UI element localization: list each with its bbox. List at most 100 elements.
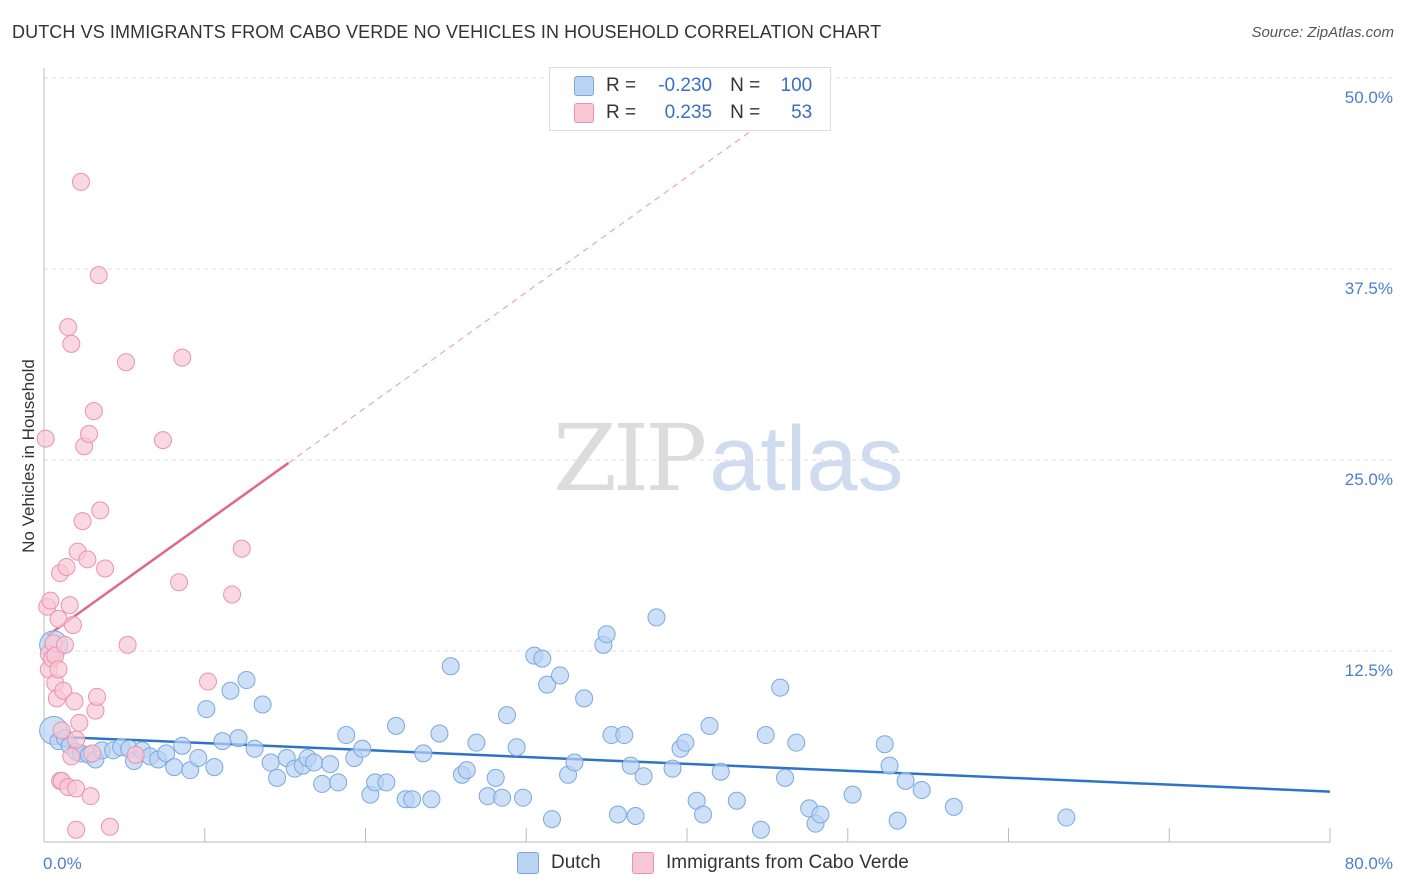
y-tick-label: 50.0% bbox=[1345, 88, 1393, 107]
dutch-point bbox=[353, 739, 372, 758]
dutch-point bbox=[615, 726, 634, 745]
dutch-point bbox=[565, 753, 584, 772]
dutch-point bbox=[229, 729, 248, 748]
legend-n-value: 53 bbox=[791, 102, 813, 123]
cabo-verde-legend-label: Immigrants from Cabo Verde bbox=[666, 852, 909, 873]
watermark-zip: ZIP bbox=[553, 405, 707, 512]
dutch-point bbox=[787, 733, 806, 752]
dutch-point bbox=[377, 773, 396, 792]
dutch-point bbox=[771, 678, 790, 697]
dutch-point bbox=[756, 726, 775, 745]
dutch-point bbox=[237, 671, 256, 690]
cabo-verde-point bbox=[100, 817, 119, 836]
cabo-verde-point bbox=[71, 172, 90, 191]
cabo-verde-legend-swatch bbox=[632, 852, 654, 874]
cabo-verde-point bbox=[88, 687, 107, 706]
dutch-point bbox=[621, 756, 640, 775]
dutch-point bbox=[843, 785, 862, 804]
cabo-verde-point bbox=[223, 585, 242, 604]
legend-item-dutch[interactable]: Dutch bbox=[517, 852, 601, 874]
cabo-verde-point bbox=[118, 635, 137, 654]
dutch-point bbox=[493, 788, 512, 807]
dutch-point bbox=[711, 762, 730, 781]
legend-row-dutch: R = -0.230 N = 100 bbox=[550, 73, 812, 99]
cabo-verde-point bbox=[41, 591, 60, 610]
cabo-verde-point bbox=[83, 744, 102, 763]
dutch-point bbox=[173, 736, 192, 755]
series-legend: Dutch Immigrants from Cabo Verde bbox=[0, 852, 1406, 878]
dutch-point bbox=[575, 689, 594, 708]
legend-n-label: N = bbox=[730, 102, 761, 123]
cabo-verde-point bbox=[70, 713, 89, 732]
dutch-point bbox=[676, 733, 695, 752]
cabo-verde-point bbox=[81, 787, 100, 806]
dutch-point bbox=[700, 716, 719, 735]
cabo-verde-trend-line bbox=[46, 462, 290, 637]
dutch-trend-line bbox=[51, 735, 1331, 793]
dutch-point bbox=[221, 681, 240, 700]
dutch-point bbox=[912, 781, 931, 800]
dutch-point bbox=[268, 768, 287, 787]
dutch-point bbox=[811, 805, 830, 824]
dutch-point bbox=[189, 748, 208, 767]
dutch-point bbox=[387, 716, 406, 735]
dutch-point bbox=[542, 810, 561, 829]
cabo-verde-point bbox=[173, 348, 192, 367]
dutch-point bbox=[261, 753, 280, 772]
tick-labels: 12.5% 25.0% 37.5% 50.0% 0.0% 80.0% bbox=[43, 88, 1393, 873]
legend-r-value: -0.230 bbox=[658, 75, 713, 96]
legend-n-label: N = bbox=[730, 75, 761, 96]
cabo-verde-point bbox=[67, 730, 86, 749]
cabo-verde-point bbox=[198, 672, 217, 691]
axes bbox=[43, 68, 1331, 843]
cabo-verde-point bbox=[153, 431, 172, 450]
cabo-verde-point bbox=[91, 501, 110, 520]
cabo-verde-point bbox=[80, 425, 99, 444]
stats-legend: R = -0.230 N = 100 R = 0.235 N = 53 bbox=[549, 67, 831, 131]
cabo-verde-point bbox=[57, 557, 76, 576]
legend-row-cabo-verde: R = 0.235 N = 53 bbox=[550, 100, 812, 126]
cabo-verde-point bbox=[62, 747, 81, 766]
dutch-point bbox=[157, 744, 176, 763]
dutch-point bbox=[551, 666, 570, 685]
dutch-point bbox=[538, 675, 557, 694]
cabo-verde-point bbox=[62, 334, 81, 353]
cabo-verde-points bbox=[36, 172, 251, 839]
dutch-point bbox=[514, 788, 533, 807]
dutch-point bbox=[197, 700, 216, 719]
cabo-verde-point bbox=[96, 559, 115, 578]
dutch-point bbox=[875, 735, 894, 754]
legend-item-cabo-verde[interactable]: Immigrants from Cabo Verde bbox=[632, 852, 909, 874]
dutch-point bbox=[337, 726, 356, 745]
dutch-point bbox=[486, 768, 505, 787]
grid-lines bbox=[44, 77, 1392, 652]
dutch-point bbox=[647, 608, 666, 627]
cabo-verde-swatch bbox=[574, 103, 594, 123]
dutch-point bbox=[457, 761, 476, 780]
dutch-point bbox=[694, 805, 713, 824]
dutch-point bbox=[751, 820, 770, 839]
x-tick-label-min: 0.0% bbox=[43, 854, 82, 873]
dutch-point bbox=[663, 759, 682, 778]
cabo-verde-point bbox=[59, 318, 78, 337]
dutch-point bbox=[507, 738, 526, 757]
dutch-point bbox=[403, 790, 422, 809]
cabo-verde-point bbox=[67, 820, 86, 839]
cabo-verde-point bbox=[170, 573, 189, 592]
legend-r-label: R = bbox=[606, 75, 637, 96]
dutch-point bbox=[414, 744, 433, 763]
dutch-point bbox=[441, 657, 460, 676]
dutch-point bbox=[305, 753, 324, 772]
y-tick-label: 12.5% bbox=[1345, 661, 1393, 680]
cabo-verde-point bbox=[84, 402, 103, 421]
cabo-verde-point bbox=[52, 721, 71, 740]
dutch-point bbox=[880, 756, 899, 775]
cabo-verde-point bbox=[126, 745, 145, 764]
dutch-point bbox=[727, 791, 746, 810]
dutch-point bbox=[1057, 808, 1076, 827]
dutch-point bbox=[253, 695, 272, 714]
source-label: Source: ZipAtlas.com bbox=[1251, 24, 1394, 41]
dutch-point bbox=[329, 773, 348, 792]
x-tick-label-max: 80.0% bbox=[1345, 854, 1393, 873]
